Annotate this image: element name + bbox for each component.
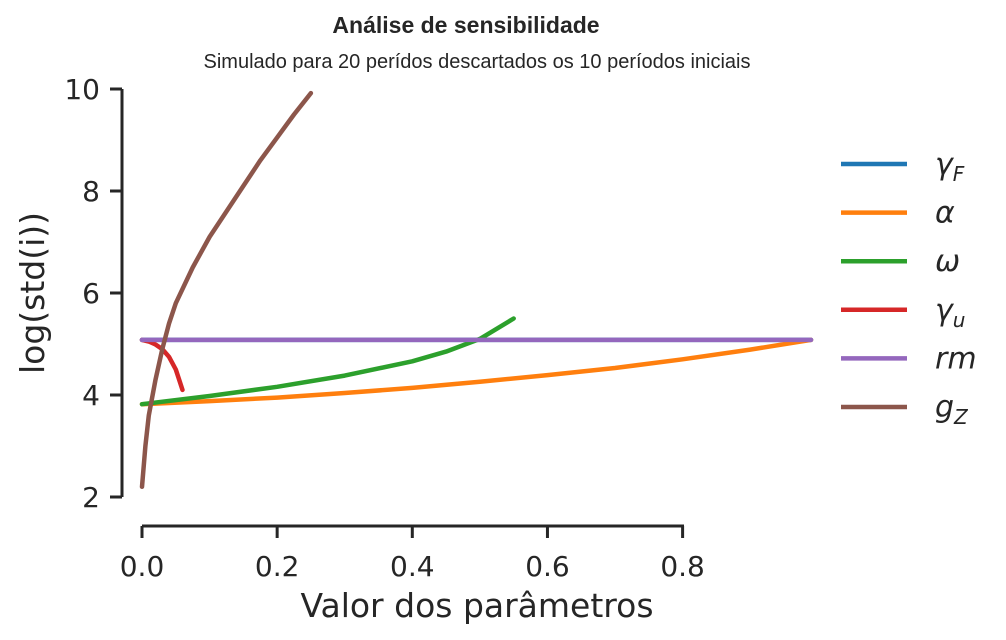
x-axis-label: Valor dos parâmetros <box>300 586 653 625</box>
y-tick-label: 4 <box>82 379 100 412</box>
x-tick-label: 0.8 <box>660 550 705 583</box>
legend-label-2: ω <box>935 244 960 279</box>
series-line-1 <box>139 337 814 407</box>
y-tick-label: 8 <box>82 175 100 208</box>
series-line-2 <box>139 316 516 407</box>
legend-label-1: α <box>935 196 955 231</box>
y-ticks: 2 4 6 8 10 <box>64 73 122 514</box>
x-tick-label: 0.4 <box>390 550 435 583</box>
legend: γF αω γu rm gZ <box>841 147 977 429</box>
chart-subtitle: Simulado para 20 perídos descartados os … <box>204 51 751 73</box>
x-tick-label: 0.6 <box>525 550 570 583</box>
series-line-5 <box>139 90 314 490</box>
y-axis-label: log(std(i)) <box>13 212 52 374</box>
y-tick-label: 6 <box>82 277 100 310</box>
legend-label-0: γF <box>935 147 965 186</box>
y-tick-label: 10 <box>64 73 100 106</box>
x-tick-label: 0.2 <box>255 550 300 583</box>
x-tick-label: 0.0 <box>120 550 165 583</box>
legend-label-3: γu <box>935 293 965 332</box>
legend-label-4: rm <box>935 341 977 376</box>
legend-label-5: gZ <box>935 390 969 429</box>
plot-lines <box>139 90 814 490</box>
chart-title: Análise de sensibilidade <box>332 12 599 38</box>
x-ticks: 0.0 0.2 0.4 0.6 0.8 <box>120 526 705 583</box>
y-tick-label: 2 <box>82 481 100 514</box>
